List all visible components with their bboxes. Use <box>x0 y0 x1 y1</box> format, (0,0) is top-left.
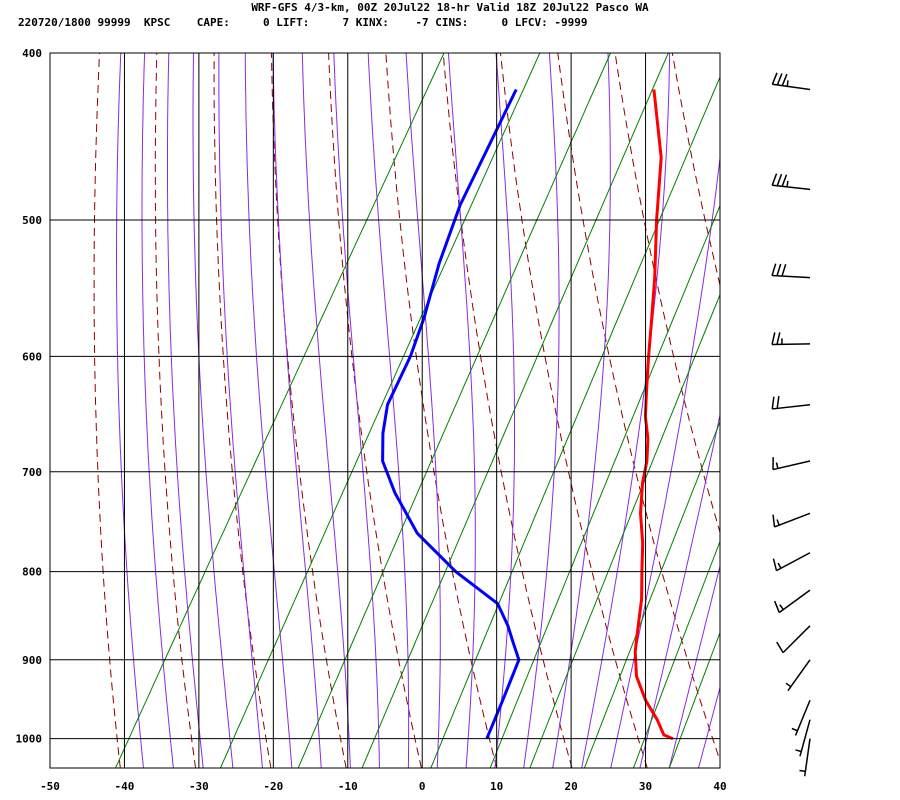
mixing-ratio-line <box>489 204 720 768</box>
moist-adiabat-line <box>447 53 476 768</box>
dry-adiabat-line <box>897 34 900 768</box>
dry-adiabat-line <box>270 53 347 768</box>
moist-adiabat-line <box>668 563 720 768</box>
moist-adiabat-line <box>523 53 560 768</box>
y-tick-label: 1000 <box>16 733 43 746</box>
dry-adiabat-line <box>499 53 648 768</box>
moist-adiabat-line <box>333 53 380 768</box>
dry-adiabat-line <box>93 53 121 768</box>
dry-adiabat-line <box>671 53 720 288</box>
wind-barb <box>772 457 811 471</box>
x-tick-label: -40 <box>115 780 135 793</box>
y-tick-label: 800 <box>22 566 42 579</box>
mixing-ratio-line <box>668 631 720 768</box>
mixing-ratio-line <box>583 420 720 768</box>
moist-adiabat-line <box>272 53 322 768</box>
wind-barb <box>773 589 811 614</box>
moist-adiabat-line <box>218 53 263 768</box>
dry-adiabat-line <box>442 53 573 768</box>
station-stats-line: 220720/1800 99999 KPSC CAPE: 0 LIFT: 7 K… <box>18 16 588 29</box>
mixing-ratio-line <box>220 53 541 768</box>
x-tick-label: 40 <box>713 780 726 793</box>
mixing-ratio-line <box>361 53 669 768</box>
moist-adiabat-line <box>192 53 234 768</box>
moist-adiabat-line <box>141 53 174 768</box>
plot-frame <box>49 52 721 769</box>
moist-adiabat-line <box>698 685 720 768</box>
y-tick-label: 600 <box>22 350 42 363</box>
moist-adiabat-line <box>610 153 720 768</box>
dry-adiabat-line <box>154 53 197 768</box>
y-tick-label: 400 <box>22 47 42 60</box>
wind-barb <box>771 396 811 410</box>
mixing-ratio-line <box>529 293 720 768</box>
dry-adiabat-line <box>328 53 422 768</box>
wind-barb <box>771 173 811 191</box>
plot-area <box>93 34 900 768</box>
mixing-ratio-line <box>115 53 445 768</box>
moist-adiabat-line <box>639 412 720 768</box>
moist-adiabat-line <box>301 53 351 768</box>
dry-adiabat-line <box>614 53 720 535</box>
wind-barb <box>791 699 811 736</box>
wind-barbs <box>771 72 811 777</box>
wind-barb <box>772 552 811 572</box>
wind-barb <box>771 332 811 346</box>
wind-barb <box>785 659 811 692</box>
moist-adiabat-line <box>581 53 671 768</box>
x-tick-label: -10 <box>338 780 358 793</box>
mixing-ratio-line <box>632 540 720 768</box>
wind-barb <box>795 719 811 757</box>
dewpoint-profile <box>381 88 521 740</box>
wind-barb <box>776 625 811 654</box>
y-tick-label: 900 <box>22 654 42 667</box>
x-tick-label: -50 <box>40 780 60 793</box>
temperature-profile <box>633 89 674 741</box>
axes: -50 -40 -30 -20 -10 0 10 20 30 40 400 500 600 700 800 9… <box>16 47 727 793</box>
x-tick-label: -30 <box>189 780 209 793</box>
chart-title: WRF-GFS 4/3-km, 00Z 20Jul22 18-hr Valid … <box>251 1 649 14</box>
moist-adiabat-line <box>367 53 410 768</box>
x-tick-label: -20 <box>263 780 283 793</box>
wind-barb <box>772 512 811 528</box>
dry-adiabat-line <box>213 53 272 768</box>
moist-adiabat-line <box>728 34 900 768</box>
dry-adiabat-line <box>840 34 900 768</box>
x-tick-label: 30 <box>639 780 652 793</box>
wind-barb <box>771 72 811 91</box>
wind-barb <box>799 738 811 777</box>
moist-adiabat-line <box>244 53 293 768</box>
dry-adiabat-line <box>726 34 900 768</box>
moist-adiabat-line <box>116 53 144 768</box>
moist-adiabat-line <box>405 53 441 768</box>
moist-adiabat-line <box>167 53 204 768</box>
x-tick-label: 10 <box>490 780 503 793</box>
moist-adiabat-line <box>494 53 515 768</box>
mixing-ratio-line <box>297 53 612 768</box>
dry-adiabat-line <box>557 53 720 763</box>
x-tick-label: 20 <box>564 780 577 793</box>
moist-adiabat-line <box>552 53 611 768</box>
y-tick-label: 700 <box>22 466 42 479</box>
wind-barb <box>771 263 811 279</box>
mixing-ratio-line <box>430 75 720 768</box>
x-tick-label: 0 <box>419 780 426 793</box>
y-tick-label: 500 <box>22 214 42 227</box>
dry-adiabat-line <box>783 34 900 768</box>
